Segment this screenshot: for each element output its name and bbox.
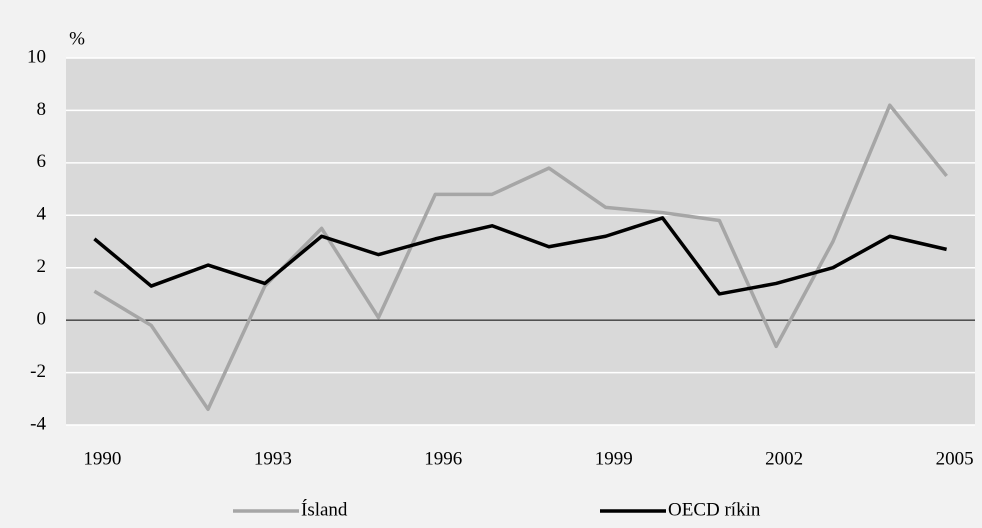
- x-tick-label: 2002: [765, 448, 803, 469]
- legend-label: Ísland: [301, 498, 348, 520]
- y-tick-label: 0: [37, 309, 47, 330]
- y-tick-label: 8: [37, 99, 47, 120]
- series-line: [93, 103, 948, 412]
- plot-area: [66, 58, 975, 425]
- series-line: [93, 216, 947, 296]
- y-tick-label: 6: [37, 151, 47, 172]
- x-tick-label: 1993: [254, 448, 292, 469]
- legend-label: OECD ríkin: [668, 499, 761, 520]
- y-tick-label: -4: [30, 413, 46, 434]
- y-tick-label: -2: [30, 361, 46, 382]
- x-tick-label: 1990: [83, 448, 121, 469]
- y-axis-label: %: [69, 28, 85, 49]
- x-tick-label: 2005: [936, 448, 974, 469]
- x-tick-label: 1996: [424, 448, 462, 469]
- y-tick-label: 10: [27, 46, 46, 67]
- x-tick-label: 1999: [595, 448, 633, 469]
- y-tick-label: 2: [37, 256, 47, 277]
- y-tick-label: 4: [37, 204, 47, 225]
